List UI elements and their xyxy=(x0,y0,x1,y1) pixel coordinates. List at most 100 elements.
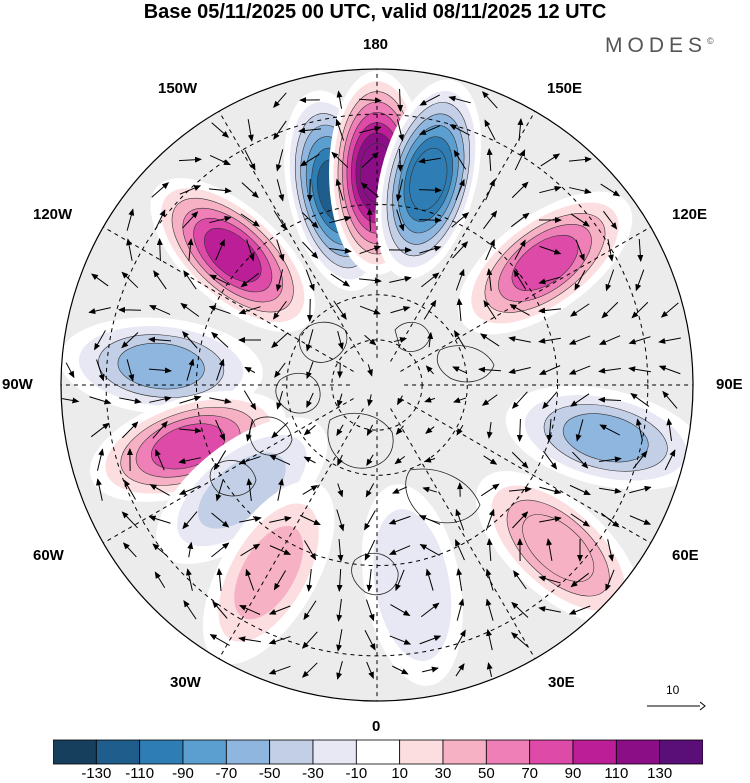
wind-arrow xyxy=(178,156,202,163)
wind-arrow xyxy=(538,307,561,314)
wind-arrow xyxy=(419,635,442,645)
wind-arrow xyxy=(658,365,681,375)
wind-arrow xyxy=(635,269,645,292)
colorbar-tick-label: -50 xyxy=(258,765,281,782)
wind-arrow xyxy=(241,182,259,199)
wind-arrow xyxy=(513,269,527,290)
wind-arrow xyxy=(148,515,171,524)
wind-arrow xyxy=(211,512,230,528)
wind-arrow xyxy=(455,663,465,677)
lon-label-150e: 150E xyxy=(547,80,583,97)
wind-arrow xyxy=(302,241,319,259)
wind-arrow xyxy=(91,273,109,287)
wind-arrow xyxy=(268,665,291,675)
anomaly-blue-10E xyxy=(361,484,463,686)
wind-arrow xyxy=(148,367,172,374)
colorbar xyxy=(53,739,703,765)
wind-arrow xyxy=(151,182,170,198)
lon-label-60w: 60W xyxy=(33,547,64,564)
wind-arrow xyxy=(239,605,261,615)
wind-arrow xyxy=(211,331,229,348)
wind-arrow xyxy=(299,153,320,167)
wind-arrow xyxy=(570,303,590,317)
wind-arrow xyxy=(277,478,284,501)
wind-arrow xyxy=(512,511,529,529)
wind-arrow xyxy=(599,456,622,463)
wind-arrow xyxy=(568,335,591,345)
wind-arrow xyxy=(419,544,440,556)
wind-arrow xyxy=(599,424,621,436)
wind-arrow xyxy=(209,154,231,166)
wind-arrow xyxy=(215,419,225,441)
wind-arrow xyxy=(276,239,285,262)
wind-arrow xyxy=(336,509,345,532)
wind-arrow xyxy=(629,515,652,525)
wind-arrow xyxy=(511,451,529,469)
wind-arrow xyxy=(389,275,412,283)
wind-arrow xyxy=(392,486,408,494)
wind-arrow xyxy=(302,485,319,495)
wind-arrow xyxy=(276,391,284,410)
wind-arrow xyxy=(154,571,166,589)
polar-map xyxy=(60,68,694,702)
wind-arrow xyxy=(126,238,133,261)
coastline xyxy=(351,552,399,596)
wind-arrow xyxy=(538,337,561,344)
coastline xyxy=(275,372,321,414)
lon-label-120w: 120W xyxy=(33,206,73,223)
wind-arrow xyxy=(303,424,316,436)
wind-arrow xyxy=(364,334,377,346)
wind-arrow xyxy=(269,454,291,466)
wind-arrow xyxy=(336,90,343,109)
wind-arrow xyxy=(575,239,585,262)
wind-arrow xyxy=(419,245,442,254)
wind-arrow xyxy=(570,513,590,527)
colorbar-tick-label: -30 xyxy=(302,765,324,782)
wind-arrow xyxy=(424,396,436,403)
wind-arrow xyxy=(418,217,442,224)
wind-arrow xyxy=(546,538,553,561)
wind-arrow xyxy=(605,269,615,292)
wind-arrow xyxy=(301,631,318,649)
wind-arrow xyxy=(423,299,437,320)
wind-arrow xyxy=(485,508,495,531)
wind-arrow xyxy=(153,270,167,290)
wind-arrow xyxy=(425,426,435,434)
wind-arrow xyxy=(359,305,381,315)
wind-arrow xyxy=(628,366,651,373)
wind-arrow xyxy=(182,511,198,530)
wind-arrow xyxy=(273,92,287,108)
wind-arrow xyxy=(418,187,442,194)
wind-arrow xyxy=(660,302,679,318)
wind-arrow xyxy=(449,124,470,136)
wind-arrow xyxy=(306,392,314,408)
colorbar-tick-label: -90 xyxy=(172,765,194,782)
colorbar-swatch xyxy=(529,739,574,765)
wind-arrow xyxy=(510,632,529,648)
wind-arrow xyxy=(366,424,374,436)
wind-arrow xyxy=(456,298,463,322)
wind-arrow xyxy=(240,543,261,557)
wind-arrow xyxy=(421,666,439,673)
graticule xyxy=(61,69,693,701)
wind-arrow xyxy=(238,456,261,465)
wind-arrow xyxy=(216,568,223,591)
wind-arrow xyxy=(422,486,437,493)
wind-arrow xyxy=(599,487,622,494)
wind-arrow xyxy=(330,273,351,287)
wind-arrow xyxy=(305,329,314,352)
colorbar-swatch xyxy=(399,739,444,765)
wind-arrow xyxy=(546,418,553,442)
wind-arrow xyxy=(453,397,467,403)
wind-arrow xyxy=(303,456,316,464)
wind-arrow xyxy=(244,366,256,374)
wind-arrow xyxy=(215,479,224,502)
meridian-line xyxy=(390,408,536,659)
wind-arrow xyxy=(658,337,681,344)
vector-scale-value: 10 xyxy=(666,683,680,697)
wind-arrow xyxy=(303,600,317,621)
wind-arrow xyxy=(662,390,678,409)
wind-arrow xyxy=(360,182,379,198)
wind-arrow xyxy=(508,336,531,343)
wind-arrow xyxy=(366,454,374,467)
